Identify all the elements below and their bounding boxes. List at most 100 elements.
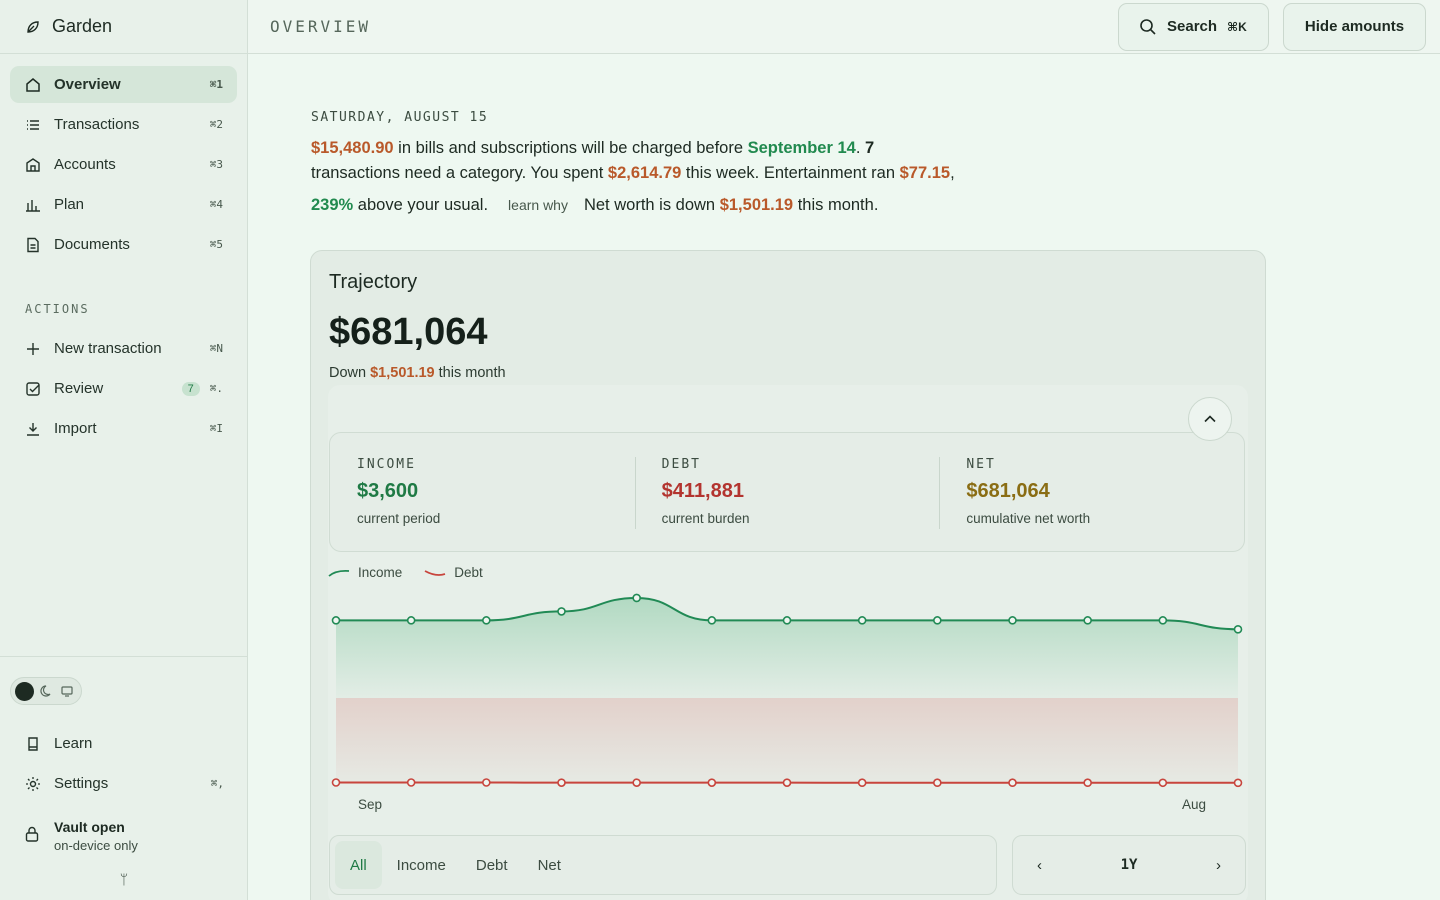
learn-link[interactable]: Learn [10,725,238,762]
filter-all[interactable]: All [335,841,382,889]
sidebar-item-accounts[interactable]: Accounts ⌘3 [10,146,237,183]
home-icon [24,76,42,94]
income-point[interactable] [1158,616,1168,625]
stat-sub: cumulative net worth [966,511,1091,526]
lock-icon [24,825,40,848]
income-point[interactable] [857,616,867,625]
income-point[interactable] [933,616,942,625]
bank-icon [24,156,42,174]
income-point[interactable] [707,616,717,625]
hide-amounts-button[interactable]: Hide amounts [1283,2,1426,51]
filter-debt[interactable]: Debt [475,856,508,874]
review-button[interactable]: Review 7 ⌘. [10,370,237,407]
sidebar-item-plan[interactable]: Plan ⌘4 [10,186,237,223]
monitor-icon[interactable] [60,684,74,698]
income-stat: INCOME $3,600 current period [330,433,635,551]
spent-text: this week. Entertainment ran [681,164,900,182]
income-point[interactable] [1233,625,1243,634]
shortcut-hint: ⌘N [209,342,223,355]
debt-point[interactable] [1008,778,1017,788]
income-point[interactable] [482,616,491,625]
chart-legend: Income Debt [328,565,505,580]
shortcut-hint: ⌘1 [209,78,223,91]
brand[interactable]: Garden [0,0,247,54]
debt-point[interactable] [857,778,867,788]
x-tick-end: Aug [1182,797,1207,812]
debt-point[interactable] [933,778,942,788]
legend-label: Income [358,565,403,580]
debt-point[interactable] [331,778,341,787]
book-icon [24,735,42,753]
leaf-icon [27,20,39,33]
legend-label: Debt [454,565,483,580]
import-button[interactable]: Import ⌘I [10,410,237,447]
stat-label: INCOME [357,457,416,472]
income-point[interactable] [782,616,792,625]
download-icon [24,420,42,438]
search-icon [1140,18,1156,35]
range-label[interactable]: 1Y [1120,857,1138,873]
income-point[interactable] [406,616,416,625]
theme-toggle[interactable] [10,677,82,705]
income-point[interactable] [1008,616,1017,625]
filter-net[interactable]: Net [537,856,561,874]
net-stat: NET $681,064 cumulative net worth [939,433,1244,551]
net-worth-value: $681,064 [329,311,488,353]
income-point[interactable] [1083,616,1092,625]
networth-down-amount: $1,501.19 [719,196,794,214]
shortcut-hint: ⌘, [210,777,224,790]
debt-point[interactable] [406,778,416,787]
sidebar-item-overview[interactable]: Overview ⌘1 [10,66,237,103]
sidebar-item-transactions[interactable]: Transactions ⌘2 [10,106,237,143]
shortcut-hint: ⌘4 [209,198,223,211]
collapse-button[interactable] [1188,397,1232,441]
settings-label: Settings [54,775,109,792]
debt-point[interactable] [557,778,566,787]
learn-why-link[interactable]: learn why [508,197,568,213]
search-button[interactable]: Search ⌘K [1118,2,1269,51]
stat-value: $411,881 [661,480,744,502]
income-point[interactable] [557,607,566,616]
uncategorized-count: 7 [865,139,875,157]
new-transaction-button[interactable]: New transaction ⌘N [10,330,237,367]
next-range-button[interactable]: › [1215,856,1221,874]
stat-value: $3,600 [357,480,419,502]
income-area [336,597,1238,698]
bills-amount: $15,480.90 [311,139,394,157]
sidebar: Garden Overview ⌘1 Transactions ⌘2 Accou… [0,0,248,900]
document-icon [24,236,42,254]
legend-income[interactable]: Income [328,565,402,580]
income-point[interactable] [331,616,341,625]
spent-amount: $2,614.79 [607,164,682,182]
trajectory-title: Trajectory [329,271,418,293]
legend-income-swatch [328,569,350,577]
actions-heading: ACTIONS [25,302,90,316]
prev-range-button[interactable]: ‹ [1037,856,1042,874]
shortcut-hint: ⌘2 [209,118,223,131]
search-label: Search [1167,18,1218,35]
action-label: Import [54,420,97,437]
settings-link[interactable]: Settings ⌘, [10,765,238,802]
income-point[interactable] [632,593,641,603]
vault-status[interactable]: Vault open on-device only [10,805,238,853]
stats-row: INCOME $3,600 current period DEBT $411,8… [329,432,1245,552]
bills-date: September 14 [747,139,856,157]
debt-point[interactable] [1158,778,1168,788]
legend-debt[interactable]: Debt [424,565,483,580]
moon-icon[interactable] [40,684,54,698]
filter-income[interactable]: Income [396,856,446,874]
vault-title: Vault open [54,819,125,835]
debt-point[interactable] [1233,778,1243,788]
debt-point[interactable] [782,778,792,787]
debt-point[interactable] [632,778,641,787]
debt-point[interactable] [707,778,717,787]
sun-gear-icon [24,775,42,793]
debt-point[interactable] [482,778,491,787]
down-suffix: this month [434,365,506,381]
search-shortcut: ⌘K [1227,19,1247,34]
stat-sub: current burden [661,511,750,526]
theme-dark-dot[interactable] [15,681,34,701]
debt-point[interactable] [1083,778,1092,788]
sidebar-item-documents[interactable]: Documents ⌘5 [10,226,237,263]
shortcut-hint: ⌘. [209,382,223,395]
